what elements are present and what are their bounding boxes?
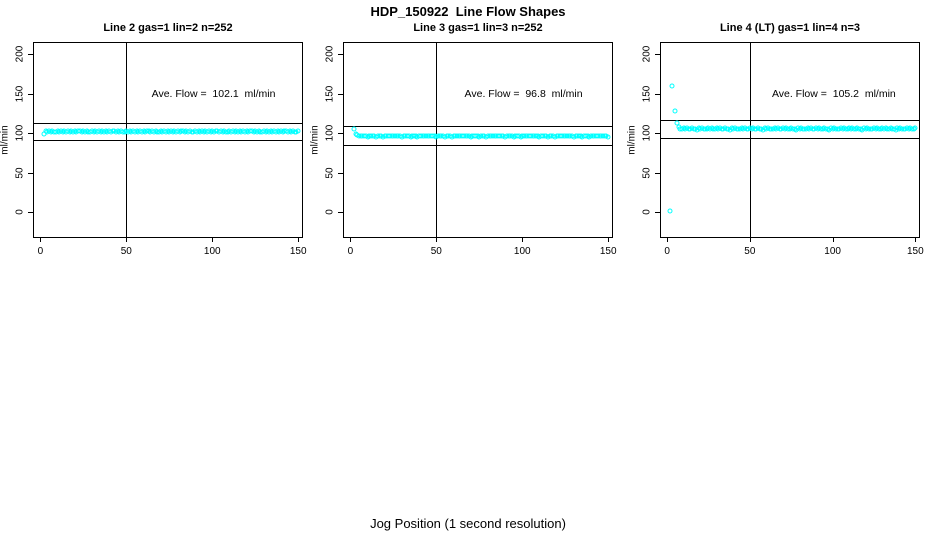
- x-axis-tick-label: 0: [347, 246, 354, 257]
- panel-line2-ylabel: ml/min: [0, 125, 11, 155]
- panel-line2-title: Line 2 gas=1 lin=2 n=252: [103, 22, 233, 34]
- y-axis-tick-label: 100: [324, 124, 336, 142]
- y-axis-tick-label: 150: [641, 85, 653, 103]
- x-axis-tick: [212, 237, 214, 242]
- panel-line4: Line 4 (LT) gas=1 lin=4 n=3 ml/min Ave. …: [627, 22, 924, 257]
- y-axis-tick-label: 100: [641, 124, 653, 142]
- x-axis-tick-label: 0: [37, 246, 44, 257]
- y-axis-tick: [655, 133, 660, 135]
- figure-xlabel: Jog Position (1 second resolution): [370, 516, 566, 531]
- y-axis-tick: [28, 93, 33, 95]
- x-axis-tick: [350, 237, 352, 242]
- y-axis-tick-label: 200: [14, 45, 26, 63]
- data-point: [672, 108, 678, 114]
- reference-vline: [126, 43, 128, 237]
- tolerance-hline: [344, 144, 612, 146]
- reference-vline: [749, 43, 751, 237]
- data-point: [912, 125, 918, 131]
- panel-line4-ave-flow-annotation: Ave. Flow = 105.2 ml/min: [771, 88, 896, 100]
- panel-line4-plot-area: Ave. Flow = 105.2 ml/min 0 50 100 150 0 50 100…: [642, 42, 924, 257]
- y-axis-tick-label: 0: [641, 209, 653, 216]
- y-axis-tick: [655, 172, 660, 174]
- y-axis-tick-label: 50: [14, 167, 26, 179]
- panel-line3-plot-area: Ave. Flow = 96.8 ml/min 0 50 100 150 0 50 100 1…: [325, 42, 617, 257]
- tolerance-hline: [344, 125, 612, 127]
- x-axis-tick: [522, 237, 524, 242]
- tolerance-hline: [34, 123, 302, 125]
- y-axis-tick: [655, 54, 660, 56]
- y-axis-tick: [338, 93, 343, 95]
- panel-line3-ave-flow-annotation: Ave. Flow = 96.8 ml/min: [464, 88, 583, 100]
- y-axis-tick-label: 150: [14, 85, 26, 103]
- panel-line4-title: Line 4 (LT) gas=1 lin=4 n=3: [719, 22, 861, 34]
- y-axis-tick: [655, 93, 660, 95]
- y-axis-tick-label: 200: [641, 45, 653, 63]
- y-axis-tick: [338, 54, 343, 56]
- tolerance-hline: [34, 140, 302, 142]
- x-axis-tick-label: 100: [513, 246, 531, 257]
- y-axis-tick: [338, 133, 343, 135]
- y-axis-tick-label: 200: [324, 45, 336, 63]
- panel-line3: Line 3 gas=1 lin=3 n=252 ml/min Ave. Flo…: [310, 22, 617, 257]
- x-axis-tick: [40, 237, 42, 242]
- panel-line2: Line 2 gas=1 lin=2 n=252 ml/min Ave. Flo…: [0, 22, 307, 257]
- x-axis-tick-label: 150: [599, 246, 617, 257]
- x-axis-tick-label: 150: [907, 246, 924, 257]
- x-axis-tick: [436, 237, 438, 242]
- x-axis-tick-label: 100: [824, 246, 841, 257]
- x-axis-tick-label: 150: [289, 246, 307, 257]
- panel-line2-ave-flow-annotation: Ave. Flow = 102.1 ml/min: [151, 88, 276, 100]
- y-axis-tick-label: 0: [14, 209, 26, 216]
- y-axis-tick: [338, 172, 343, 174]
- y-axis-tick: [338, 212, 343, 214]
- reference-vline: [436, 43, 438, 237]
- panel-line4-ylabel: ml/min: [626, 125, 638, 155]
- y-axis-tick-label: 50: [641, 167, 653, 179]
- y-axis-tick-label: 50: [324, 167, 336, 179]
- y-axis-tick-label: 100: [14, 124, 26, 142]
- x-axis-tick-label: 50: [744, 246, 756, 257]
- tolerance-hline: [661, 120, 919, 122]
- y-axis-tick-label: 0: [324, 209, 336, 216]
- x-axis-tick: [667, 237, 669, 242]
- y-axis-tick: [28, 212, 33, 214]
- y-axis-tick: [28, 133, 33, 135]
- figure-title: HDP_150922 Line Flow Shapes: [370, 4, 566, 19]
- tolerance-hline: [661, 137, 919, 139]
- x-axis-tick: [832, 237, 834, 242]
- y-axis-tick-label: 150: [324, 85, 336, 103]
- data-point: [667, 208, 673, 214]
- data-point: [605, 134, 611, 140]
- y-axis-tick: [28, 54, 33, 56]
- x-axis-tick-label: 50: [120, 246, 132, 257]
- x-axis-tick: [915, 237, 917, 242]
- panel-line3-ylabel: ml/min: [309, 125, 321, 155]
- x-axis-tick-label: 0: [664, 246, 670, 257]
- data-point: [295, 128, 301, 134]
- data-point: [669, 83, 675, 89]
- panel-line2-plot-area: Ave. Flow = 102.1 ml/min 0 50 100 150 0 50 100…: [15, 42, 307, 257]
- x-axis-tick-label: 50: [430, 246, 442, 257]
- panel-line3-title: Line 3 gas=1 lin=3 n=252: [413, 22, 543, 34]
- x-axis-tick: [126, 237, 128, 242]
- y-axis-tick: [655, 212, 660, 214]
- x-axis-tick: [608, 237, 610, 242]
- x-axis-tick: [749, 237, 751, 242]
- x-axis-tick: [298, 237, 300, 242]
- x-axis-tick-label: 100: [203, 246, 221, 257]
- y-axis-tick: [28, 172, 33, 174]
